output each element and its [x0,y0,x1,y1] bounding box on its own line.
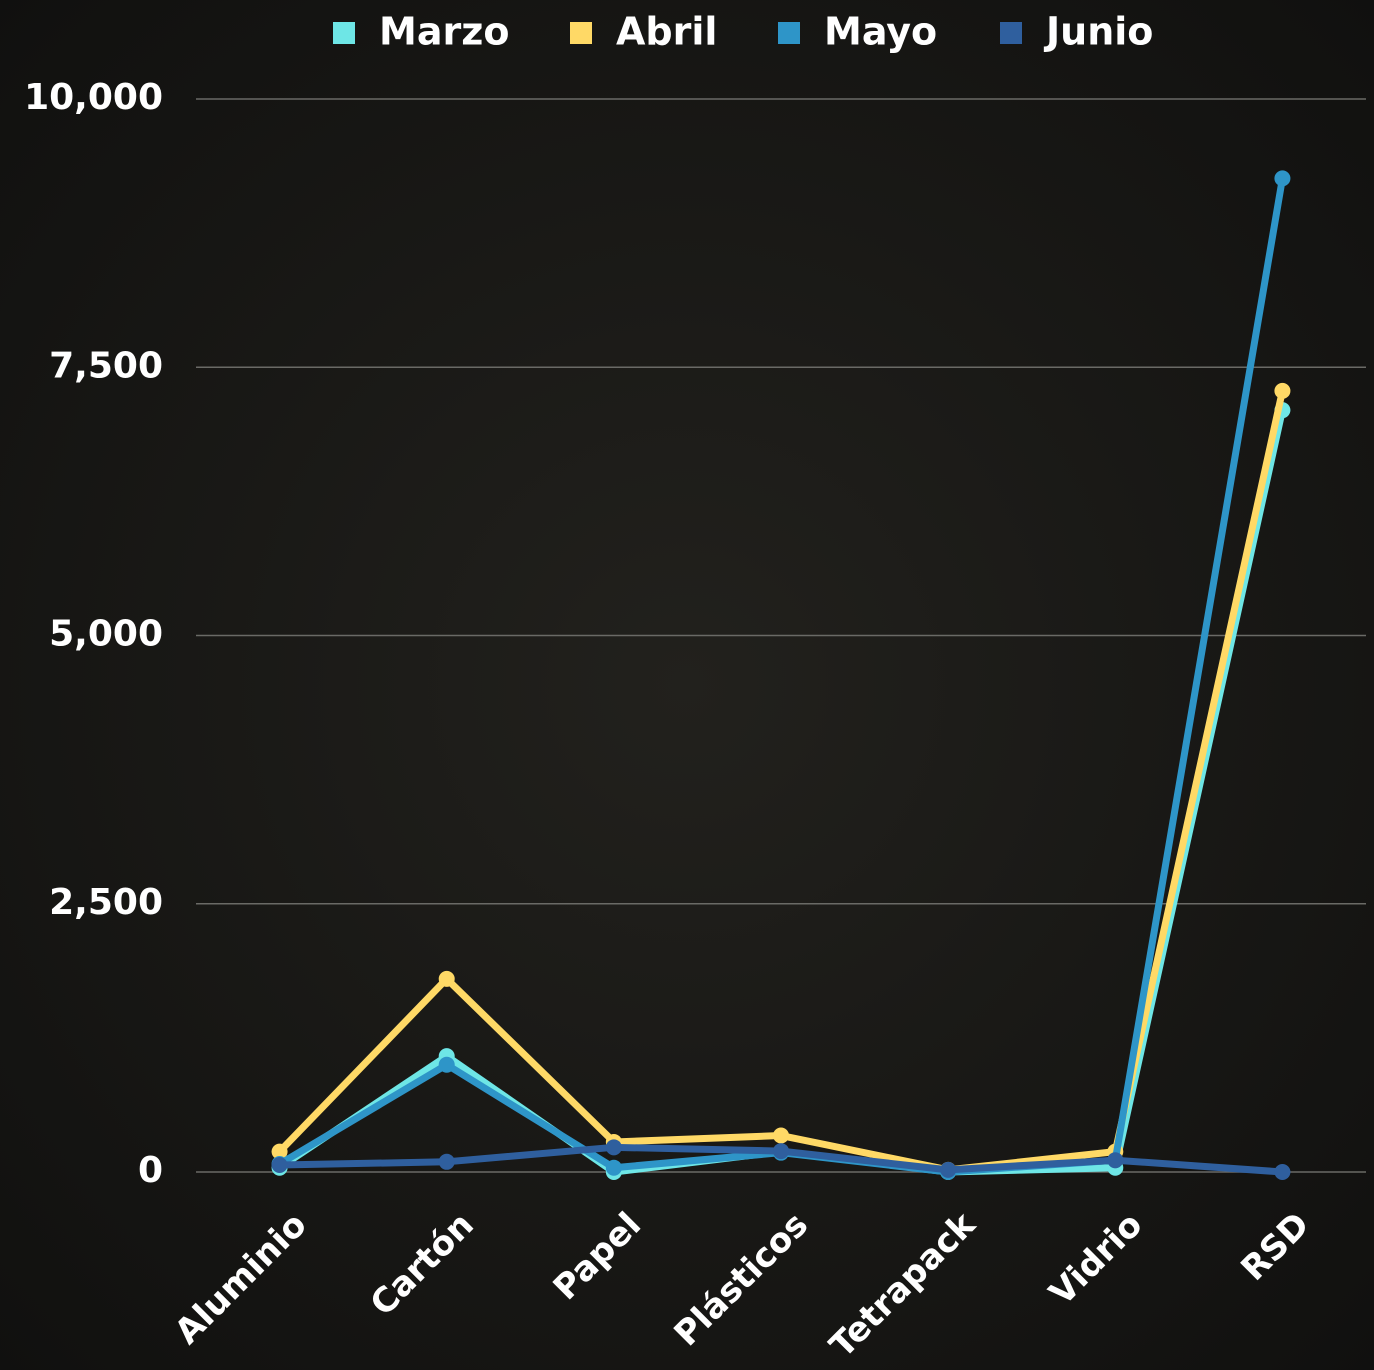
legend-swatch [1000,22,1022,44]
data-point [271,1143,288,1160]
data-point [605,1139,622,1156]
data-point [1274,382,1291,399]
legend-swatch [333,22,355,44]
data-point [605,1159,622,1176]
legend-label: Marzo [379,10,509,54]
legend-label: Junio [1043,10,1153,54]
data-point [773,1127,789,1144]
y-tick-label: 5,000 [49,614,163,655]
data-point [438,1056,455,1073]
data-point [271,1157,288,1174]
data-point [438,1153,455,1170]
y-tick-label: 10,000 [24,77,163,118]
data-point [773,1143,789,1160]
data-point [940,1161,957,1178]
y-tick-label: 2,500 [49,882,163,923]
y-tick-label: 0 [138,1150,163,1191]
data-point [1274,170,1291,187]
data-point [1274,1164,1291,1180]
legend-swatch [570,22,592,44]
legend-label: Mayo [824,10,937,54]
legend-swatch [778,22,800,44]
data-point [438,970,455,987]
data-point [1107,1152,1124,1169]
legend-label: Abril [616,10,717,54]
y-tick-label: 7,500 [49,345,163,386]
